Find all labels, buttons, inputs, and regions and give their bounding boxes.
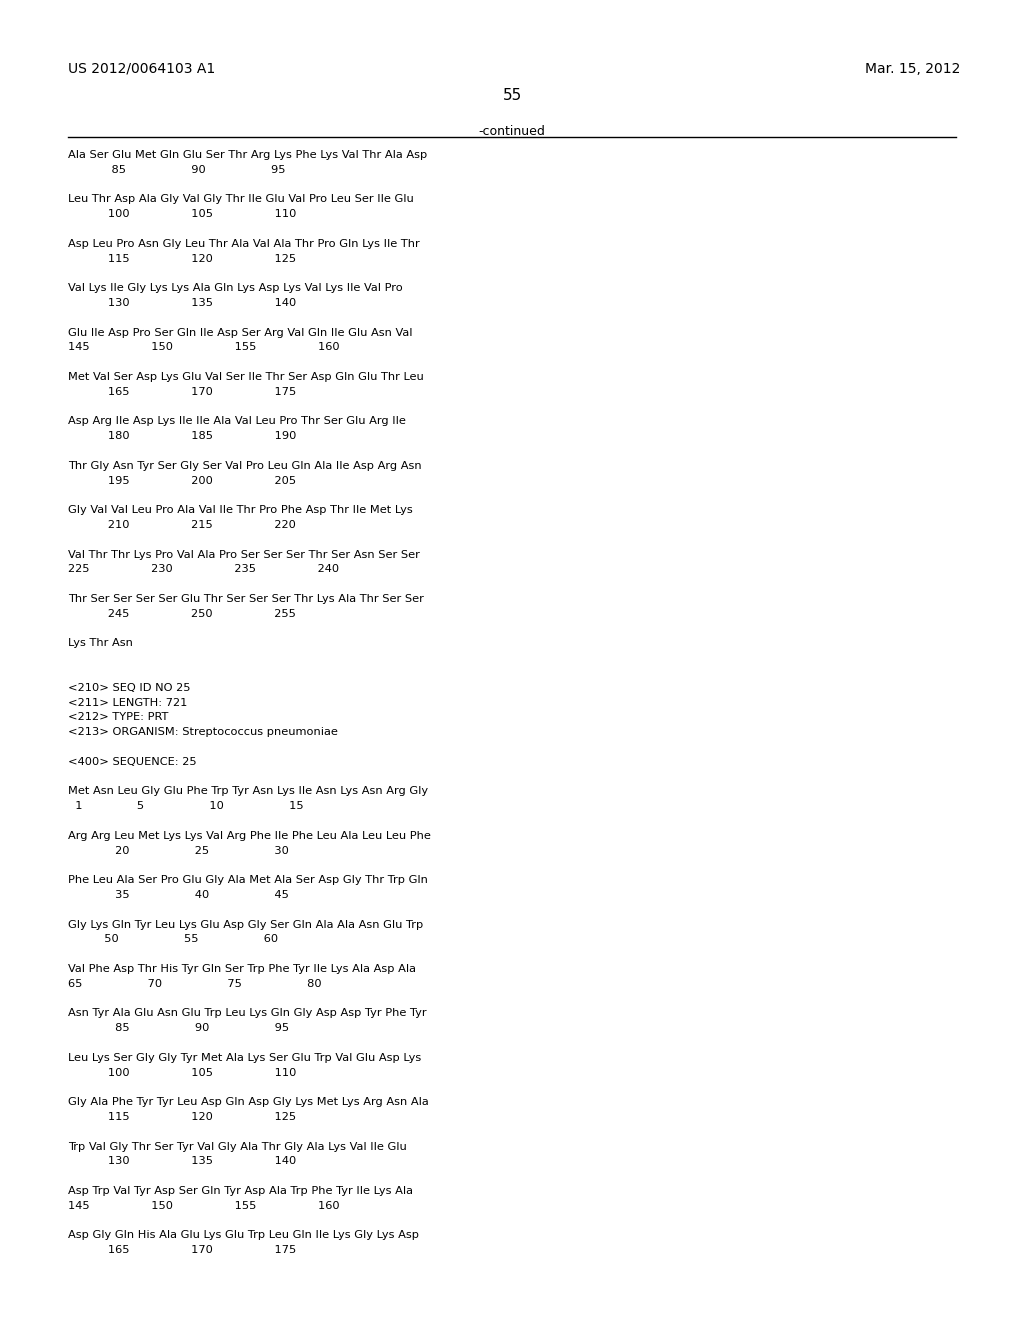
Text: Arg Arg Leu Met Lys Lys Val Arg Phe Ile Phe Leu Ala Leu Leu Phe: Arg Arg Leu Met Lys Lys Val Arg Phe Ile … xyxy=(68,830,431,841)
Text: Leu Lys Ser Gly Gly Tyr Met Ala Lys Ser Glu Trp Val Glu Asp Lys: Leu Lys Ser Gly Gly Tyr Met Ala Lys Ser … xyxy=(68,1053,421,1063)
Text: 145                 150                 155                 160: 145 150 155 160 xyxy=(68,1201,340,1210)
Text: Asp Gly Gln His Ala Glu Lys Glu Trp Leu Gln Ile Lys Gly Lys Asp: Asp Gly Gln His Ala Glu Lys Glu Trp Leu … xyxy=(68,1230,419,1241)
Text: Mar. 15, 2012: Mar. 15, 2012 xyxy=(864,62,961,77)
Text: 85                  90                  95: 85 90 95 xyxy=(68,165,286,174)
Text: Phe Leu Ala Ser Pro Glu Gly Ala Met Ala Ser Asp Gly Thr Trp Gln: Phe Leu Ala Ser Pro Glu Gly Ala Met Ala … xyxy=(68,875,428,886)
Text: Asp Arg Ile Asp Lys Ile Ile Ala Val Leu Pro Thr Ser Glu Arg Ile: Asp Arg Ile Asp Lys Ile Ile Ala Val Leu … xyxy=(68,416,406,426)
Text: 130                 135                 140: 130 135 140 xyxy=(68,298,296,308)
Text: Gly Lys Gln Tyr Leu Lys Glu Asp Gly Ser Gln Ala Ala Asn Glu Trp: Gly Lys Gln Tyr Leu Lys Glu Asp Gly Ser … xyxy=(68,920,423,929)
Text: 245                 250                 255: 245 250 255 xyxy=(68,609,296,619)
Text: Lys Thr Asn: Lys Thr Asn xyxy=(68,639,133,648)
Text: 100                 105                 110: 100 105 110 xyxy=(68,209,296,219)
Text: <210> SEQ ID NO 25: <210> SEQ ID NO 25 xyxy=(68,682,190,693)
Text: Asp Leu Pro Asn Gly Leu Thr Ala Val Ala Thr Pro Gln Lys Ile Thr: Asp Leu Pro Asn Gly Leu Thr Ala Val Ala … xyxy=(68,239,420,248)
Text: 165                 170                 175: 165 170 175 xyxy=(68,387,296,397)
Text: Glu Ile Asp Pro Ser Gln Ile Asp Ser Arg Val Gln Ile Glu Asn Val: Glu Ile Asp Pro Ser Gln Ile Asp Ser Arg … xyxy=(68,327,413,338)
Text: 50                  55                  60: 50 55 60 xyxy=(68,935,279,944)
Text: Asn Tyr Ala Glu Asn Glu Trp Leu Lys Gln Gly Asp Asp Tyr Phe Tyr: Asn Tyr Ala Glu Asn Glu Trp Leu Lys Gln … xyxy=(68,1008,427,1019)
Text: 100                 105                 110: 100 105 110 xyxy=(68,1068,296,1077)
Text: 180                 185                 190: 180 185 190 xyxy=(68,432,296,441)
Text: Thr Gly Asn Tyr Ser Gly Ser Val Pro Leu Gln Ala Ile Asp Arg Asn: Thr Gly Asn Tyr Ser Gly Ser Val Pro Leu … xyxy=(68,461,422,471)
Text: <212> TYPE: PRT: <212> TYPE: PRT xyxy=(68,713,168,722)
Text: Leu Thr Asp Ala Gly Val Gly Thr Ile Glu Val Pro Leu Ser Ile Glu: Leu Thr Asp Ala Gly Val Gly Thr Ile Glu … xyxy=(68,194,414,205)
Text: 20                  25                  30: 20 25 30 xyxy=(68,846,289,855)
Text: <211> LENGTH: 721: <211> LENGTH: 721 xyxy=(68,697,187,708)
Text: 1               5                  10                  15: 1 5 10 15 xyxy=(68,801,304,812)
Text: Ala Ser Glu Met Gln Glu Ser Thr Arg Lys Phe Lys Val Thr Ala Asp: Ala Ser Glu Met Gln Glu Ser Thr Arg Lys … xyxy=(68,150,427,160)
Text: <213> ORGANISM: Streptococcus pneumoniae: <213> ORGANISM: Streptococcus pneumoniae xyxy=(68,727,338,737)
Text: Thr Ser Ser Ser Ser Glu Thr Ser Ser Ser Thr Lys Ala Thr Ser Ser: Thr Ser Ser Ser Ser Glu Thr Ser Ser Ser … xyxy=(68,594,424,605)
Text: Val Thr Thr Lys Pro Val Ala Pro Ser Ser Ser Thr Ser Asn Ser Ser: Val Thr Thr Lys Pro Val Ala Pro Ser Ser … xyxy=(68,549,420,560)
Text: 35                  40                  45: 35 40 45 xyxy=(68,890,289,900)
Text: 225                 230                 235                 240: 225 230 235 240 xyxy=(68,565,339,574)
Text: 145                 150                 155                 160: 145 150 155 160 xyxy=(68,342,340,352)
Text: 210                 215                 220: 210 215 220 xyxy=(68,520,296,531)
Text: Met Val Ser Asp Lys Glu Val Ser Ile Thr Ser Asp Gln Glu Thr Leu: Met Val Ser Asp Lys Glu Val Ser Ile Thr … xyxy=(68,372,424,381)
Text: Gly Val Val Leu Pro Ala Val Ile Thr Pro Phe Asp Thr Ile Met Lys: Gly Val Val Leu Pro Ala Val Ile Thr Pro … xyxy=(68,506,413,515)
Text: Trp Val Gly Thr Ser Tyr Val Gly Ala Thr Gly Ala Lys Val Ile Glu: Trp Val Gly Thr Ser Tyr Val Gly Ala Thr … xyxy=(68,1142,407,1151)
Text: 195                 200                 205: 195 200 205 xyxy=(68,475,296,486)
Text: -continued: -continued xyxy=(478,125,546,139)
Text: Val Lys Ile Gly Lys Lys Ala Gln Lys Asp Lys Val Lys Ile Val Pro: Val Lys Ile Gly Lys Lys Ala Gln Lys Asp … xyxy=(68,284,402,293)
Text: <400> SEQUENCE: 25: <400> SEQUENCE: 25 xyxy=(68,756,197,767)
Text: Asp Trp Val Tyr Asp Ser Gln Tyr Asp Ala Trp Phe Tyr Ile Lys Ala: Asp Trp Val Tyr Asp Ser Gln Tyr Asp Ala … xyxy=(68,1185,413,1196)
Text: 65                  70                  75                  80: 65 70 75 80 xyxy=(68,979,322,989)
Text: Val Phe Asp Thr His Tyr Gln Ser Trp Phe Tyr Ile Lys Ala Asp Ala: Val Phe Asp Thr His Tyr Gln Ser Trp Phe … xyxy=(68,964,416,974)
Text: 85                  90                  95: 85 90 95 xyxy=(68,1023,289,1034)
Text: 115                 120                 125: 115 120 125 xyxy=(68,253,296,264)
Text: US 2012/0064103 A1: US 2012/0064103 A1 xyxy=(68,62,215,77)
Text: 115                 120                 125: 115 120 125 xyxy=(68,1111,296,1122)
Text: Gly Ala Phe Tyr Tyr Leu Asp Gln Asp Gly Lys Met Lys Arg Asn Ala: Gly Ala Phe Tyr Tyr Leu Asp Gln Asp Gly … xyxy=(68,1097,429,1107)
Text: 165                 170                 175: 165 170 175 xyxy=(68,1245,296,1255)
Text: Met Asn Leu Gly Glu Phe Trp Tyr Asn Lys Ile Asn Lys Asn Arg Gly: Met Asn Leu Gly Glu Phe Trp Tyr Asn Lys … xyxy=(68,787,428,796)
Text: 130                 135                 140: 130 135 140 xyxy=(68,1156,296,1167)
Text: 55: 55 xyxy=(503,88,521,103)
